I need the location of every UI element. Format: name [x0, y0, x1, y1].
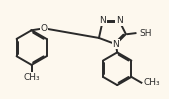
Text: CH₃: CH₃ [23, 73, 40, 82]
Text: SH: SH [139, 29, 152, 38]
Text: CH₃: CH₃ [143, 78, 160, 87]
Text: N: N [116, 16, 123, 25]
Text: N: N [112, 40, 119, 49]
Text: O: O [41, 24, 48, 33]
Text: N: N [99, 16, 106, 25]
